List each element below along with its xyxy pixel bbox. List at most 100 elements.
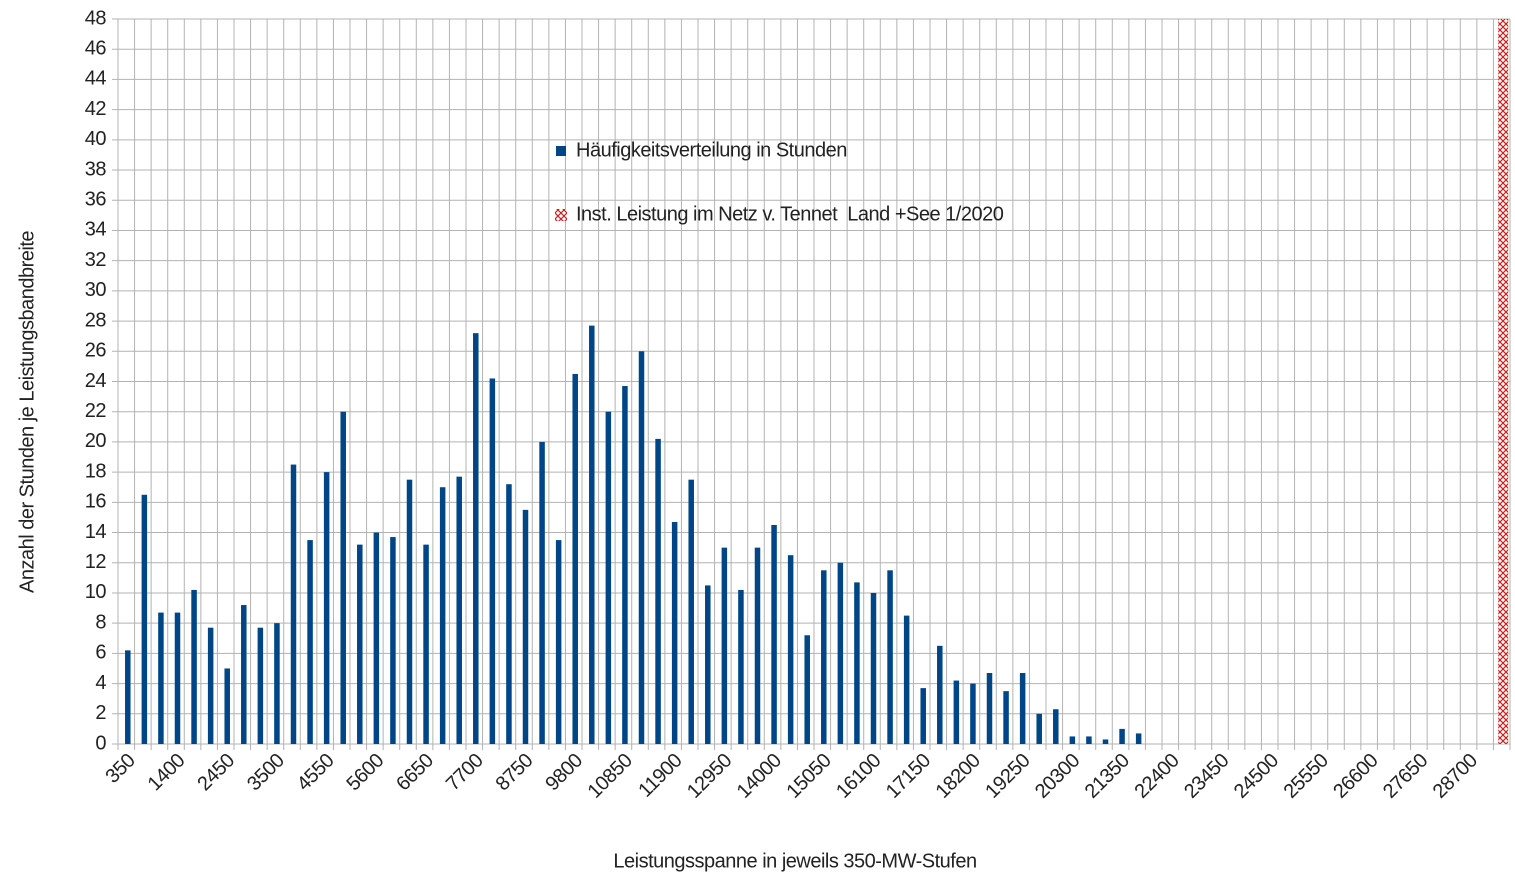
x-tick-label: 9800	[541, 749, 587, 795]
x-tick-label: 20300	[1031, 749, 1084, 802]
legend-marker	[555, 209, 567, 221]
bar	[274, 623, 280, 744]
y-tick-label: 24	[85, 370, 107, 392]
x-tick-label: 4550	[293, 749, 339, 795]
y-tick-label: 8	[95, 611, 106, 633]
y-tick-label: 6	[95, 642, 106, 664]
x-tick-label: 8750	[492, 749, 538, 795]
y-tick-label: 44	[85, 68, 107, 90]
y-tick-label: 14	[85, 521, 107, 543]
y-tick-label: 28	[85, 309, 107, 331]
bar	[738, 589, 744, 744]
bar	[340, 411, 346, 744]
y-tick-label: 34	[85, 219, 107, 241]
bar	[655, 438, 661, 744]
bar	[887, 570, 893, 744]
y-tick-label: 4	[95, 672, 106, 694]
bar	[224, 668, 230, 744]
bar	[1119, 728, 1125, 744]
y-tick-label: 22	[85, 400, 107, 422]
bar	[622, 386, 628, 744]
x-tick-label: 1400	[144, 749, 190, 795]
bar	[589, 325, 595, 744]
bar	[903, 615, 910, 744]
x-tick-label: 21350	[1081, 749, 1134, 802]
bar	[191, 589, 197, 744]
x-tick-label: 2450	[193, 749, 239, 795]
bar	[241, 605, 247, 744]
y-tick-label: 2	[95, 702, 106, 724]
legend-marker	[556, 146, 566, 156]
x-tick-label: 5600	[343, 749, 389, 795]
x-tick-label: 12950	[683, 749, 736, 802]
bar	[174, 612, 181, 744]
y-tick-label: 18	[85, 460, 107, 482]
x-tick-label: 15050	[782, 749, 835, 802]
x-tick-label: 17150	[882, 749, 935, 802]
bar	[141, 494, 148, 744]
y-tick-label: 32	[85, 249, 107, 271]
y-tick-label: 40	[85, 128, 107, 150]
bar	[406, 479, 413, 744]
bar	[572, 373, 578, 744]
bar	[638, 351, 645, 744]
legend-label: Häufigkeitsverteilung in Stunden	[576, 139, 847, 161]
bar	[821, 570, 827, 744]
x-tick-label: 14000	[733, 749, 786, 802]
bar	[1019, 673, 1026, 744]
y-tick-label: 46	[85, 37, 107, 59]
bar	[1086, 736, 1092, 744]
bar	[257, 627, 264, 744]
x-axis-title: Leistungsspanne in jeweils 350-MW-Stufen	[613, 850, 976, 872]
y-tick-label: 12	[85, 551, 107, 573]
bar	[671, 521, 678, 744]
y-tick-label: 36	[85, 189, 107, 211]
y-tick-label: 30	[85, 279, 107, 301]
bar	[854, 582, 860, 744]
x-tick-label: 3500	[243, 749, 289, 795]
bar	[506, 484, 512, 744]
bar	[953, 680, 960, 744]
legend-label: Inst. Leistung im Netz v. Tennet Land +S…	[576, 203, 1004, 225]
x-tick-label: 10850	[584, 749, 637, 802]
bar	[605, 411, 612, 744]
x-tick-label: 25550	[1280, 749, 1333, 802]
y-axis-title: Anzahl der Stunden je Leistungsbandbreit…	[16, 231, 38, 593]
bar	[290, 464, 297, 744]
bar	[456, 476, 462, 744]
bar	[986, 673, 993, 744]
bar	[1102, 739, 1109, 744]
bar	[837, 562, 844, 744]
x-tick-label: 350	[101, 749, 139, 787]
x-tick-label: 6650	[392, 749, 438, 795]
bar	[721, 547, 728, 744]
x-tick-label: 11900	[634, 749, 686, 801]
bar	[125, 650, 131, 744]
bar	[373, 532, 380, 744]
x-tick-label: 19250	[981, 749, 1034, 802]
bar	[771, 524, 777, 744]
y-tick-label: 0	[95, 732, 106, 754]
x-tick-label: 23450	[1180, 749, 1233, 802]
bar	[539, 441, 545, 744]
x-tick-label: 26600	[1329, 749, 1382, 802]
bar	[489, 378, 496, 744]
y-tick-label: 20	[85, 430, 107, 452]
bar	[357, 544, 363, 744]
bar	[473, 333, 479, 744]
y-tick-label: 48	[85, 7, 107, 29]
y-tick-label: 38	[85, 158, 107, 180]
bar	[207, 627, 214, 744]
bar	[970, 683, 976, 744]
bar	[522, 509, 529, 744]
x-tick-label: 16100	[832, 749, 885, 802]
x-tick-label: 28700	[1429, 749, 1482, 802]
bar	[937, 645, 943, 744]
bar	[1069, 736, 1076, 744]
bar	[705, 585, 711, 744]
y-tick-label: 26	[85, 340, 107, 362]
bar	[870, 592, 877, 744]
bar	[390, 537, 396, 744]
bar	[555, 540, 562, 744]
